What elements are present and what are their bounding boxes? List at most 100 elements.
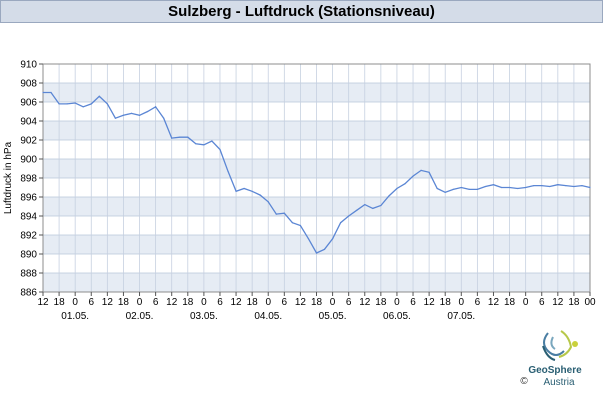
x-tick-label: 18 (568, 297, 580, 308)
data-point (557, 184, 559, 186)
data-point (444, 191, 446, 193)
data-point (476, 188, 478, 190)
data-point (500, 186, 503, 189)
x-tick-label: 12 (552, 297, 564, 308)
data-point (436, 187, 438, 190)
x-tick-label: 12 (295, 297, 307, 308)
y-tick-label: 908 (20, 79, 37, 90)
data-point (74, 102, 76, 104)
x-tick-label: 18 (118, 297, 130, 308)
x-tick-label: 6 (346, 297, 352, 308)
y-tick-label: 910 (20, 60, 37, 71)
x-tick-label: 0 (459, 297, 465, 308)
data-point (58, 103, 60, 105)
data-point (468, 188, 470, 190)
data-point (565, 185, 567, 187)
x-tick-label: 00 (584, 297, 596, 308)
x-tick-label: 18 (182, 297, 194, 308)
x-tick-label: 18 (504, 297, 516, 308)
data-point (533, 185, 535, 187)
data-point (42, 91, 44, 94)
x-tick-label: 12 (488, 297, 500, 308)
data-point (307, 238, 310, 240)
data-point (122, 114, 125, 116)
x-tick-label: 12 (359, 297, 371, 308)
x-tick-label: 6 (153, 297, 159, 308)
data-point (283, 212, 285, 214)
x-tick-label: 0 (523, 297, 529, 308)
data-point (460, 186, 462, 189)
x-tick-label: 18 (54, 297, 66, 308)
logo-name: GeoSphere (528, 365, 582, 376)
x-tick-label: 6 (282, 297, 288, 308)
x-tick-label: 0 (330, 297, 336, 308)
data-point (130, 112, 133, 114)
x-day-label: 02.05. (126, 311, 154, 322)
data-point (348, 215, 350, 217)
y-axis-label: Luftdruck in hPa (3, 141, 14, 214)
x-tick-label: 12 (102, 297, 114, 308)
x-day-label: 03.05. (190, 311, 218, 322)
x-tick-label: 6 (88, 297, 94, 308)
data-point (106, 103, 108, 105)
data-point (315, 252, 318, 254)
data-point (541, 185, 543, 187)
x-tick-label: 18 (247, 297, 259, 308)
data-point (299, 224, 302, 227)
data-point (138, 114, 141, 116)
data-point (581, 185, 583, 187)
x-tick-label: 6 (217, 297, 223, 308)
data-point (98, 95, 100, 97)
data-point (155, 106, 157, 108)
chart-title: Sulzberg - Luftdruck (Stationsniveau) (0, 0, 603, 23)
data-point (396, 187, 398, 190)
data-point (163, 117, 165, 119)
data-point (452, 188, 454, 190)
y-tick-label: 900 (20, 155, 37, 166)
y-tick-label: 896 (20, 193, 37, 204)
data-point (179, 136, 181, 138)
x-tick-label: 12 (166, 297, 178, 308)
data-point (589, 186, 591, 189)
x-tick-label: 6 (475, 297, 481, 308)
data-point (211, 140, 213, 142)
chart-title-text: Sulzberg - Luftdruck (Stationsniveau) (168, 3, 435, 20)
x-tick-label: 12 (37, 297, 49, 308)
data-point (364, 204, 366, 206)
y-tick-label: 892 (20, 231, 37, 242)
data-point (195, 143, 197, 145)
x-day-label: 05.05. (319, 311, 347, 322)
y-tick-label: 902 (20, 136, 37, 147)
data-point (517, 187, 519, 190)
y-tick-label: 888 (20, 269, 37, 280)
data-point (340, 222, 342, 224)
x-tick-label: 0 (201, 297, 207, 308)
x-day-label: 06.05. (383, 311, 411, 322)
data-point (243, 187, 245, 190)
data-point (259, 194, 261, 196)
data-point (549, 185, 551, 188)
data-point (114, 117, 116, 119)
x-tick-label: 0 (394, 297, 400, 308)
data-point (82, 106, 84, 108)
x-tick-label: 18 (375, 297, 387, 308)
data-point (428, 171, 430, 173)
y-tick-label: 894 (20, 212, 37, 223)
y-axis: 886 888 890 892 894 896 898 900 902 904 906 908 910 (20, 60, 43, 299)
data-point (388, 195, 390, 197)
y-tick-label: 904 (20, 117, 37, 128)
data-point (251, 190, 253, 192)
logo-sub: Austria (543, 377, 575, 388)
x-axis: 12 18 0 6 12 18 0 6 12 18 0 6 12 18 0 6 12 18 0 6 12 18 0 6 12 18… (37, 292, 596, 322)
data-point (356, 209, 358, 211)
data-point (50, 91, 52, 94)
geosphere-logo-icon (542, 330, 578, 361)
data-point (404, 183, 406, 185)
data-point (420, 169, 422, 171)
data-point (323, 248, 326, 250)
x-tick-label: 6 (410, 297, 416, 308)
x-tick-label: 12 (230, 297, 242, 308)
data-point (90, 103, 92, 105)
x-tick-label: 18 (440, 297, 452, 308)
data-point (508, 186, 511, 189)
